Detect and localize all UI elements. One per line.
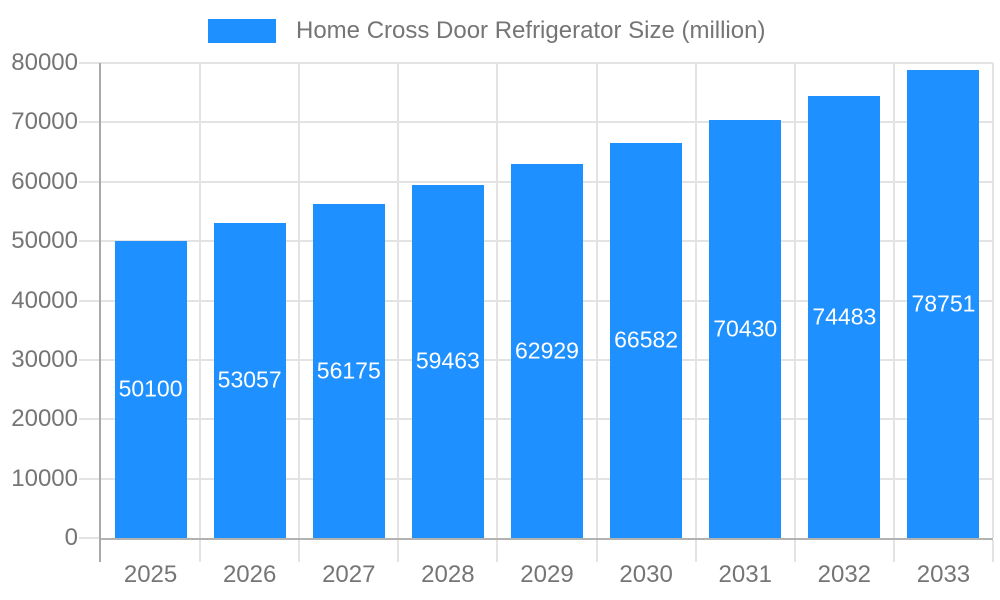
y-axis-tick [79, 62, 101, 64]
y-axis-label: 50000 [11, 227, 78, 255]
x-axis-label: 2028 [421, 561, 475, 588]
x-axis-label: 2027 [322, 561, 376, 588]
x-axis-tick [199, 540, 202, 562]
bar-value-label: 59463 [415, 347, 480, 374]
x-axis-tick [992, 540, 994, 562]
x-axis-tick [496, 540, 499, 562]
v-gridline [496, 63, 499, 538]
v-gridline [298, 63, 301, 538]
legend-label: Home Cross Door Refrigerator Size (milli… [296, 17, 766, 44]
x-axis-line [101, 538, 993, 540]
v-gridline [397, 63, 400, 538]
bar[interactable]: 53057 [213, 222, 286, 538]
x-axis-label: 2026 [222, 561, 277, 588]
bar-value-label: 70430 [713, 315, 778, 342]
y-axis-label: 70000 [11, 108, 78, 136]
bar[interactable]: 70430 [709, 119, 782, 538]
x-axis-label: 2032 [817, 561, 872, 588]
bar[interactable]: 74483 [808, 95, 881, 538]
y-axis-label: 40000 [11, 286, 78, 314]
bar[interactable]: 62929 [511, 164, 583, 538]
x-axis-label: 2031 [718, 561, 772, 588]
bar[interactable]: 56175 [312, 204, 385, 538]
bar-value-label: 78751 [911, 290, 976, 317]
x-axis-label: 2033 [916, 561, 971, 588]
bar-value-label: 56175 [316, 357, 381, 384]
bar-value-label: 66582 [614, 326, 679, 353]
v-gridline [694, 63, 697, 538]
bar[interactable]: 66582 [610, 142, 683, 538]
y-axis-label: 0 [64, 524, 78, 551]
x-axis-tick [793, 540, 796, 562]
y-axis-label: 30000 [11, 345, 78, 373]
y-axis-tick [79, 537, 101, 539]
y-axis-tick [79, 299, 101, 302]
x-axis-tick [298, 540, 301, 562]
bar-value-label: 62929 [515, 337, 579, 364]
y-axis-label: 80000 [11, 49, 78, 76]
bar-value-label: 74483 [812, 303, 877, 330]
y-axis-tick [79, 477, 101, 480]
bar[interactable]: 50100 [114, 240, 187, 538]
h-gridline [101, 62, 993, 64]
y-axis-tick [79, 358, 101, 361]
y-axis-label: 10000 [11, 464, 78, 492]
bar[interactable]: 59463 [411, 184, 484, 538]
v-gridline [892, 63, 895, 538]
legend-swatch-icon [208, 19, 276, 43]
h-gridline [101, 121, 993, 124]
x-axis-label: 2030 [619, 561, 673, 588]
bar[interactable]: 78751 [907, 70, 980, 538]
legend-item[interactable]: Home Cross Door Refrigerator Size (milli… [208, 17, 765, 45]
v-gridline [595, 63, 598, 538]
v-gridline [199, 63, 202, 538]
y-axis-tick [79, 240, 101, 243]
x-axis-tick [595, 540, 598, 562]
y-axis-tick [79, 180, 101, 183]
y-axis-label: 60000 [11, 167, 78, 195]
legend: Home Cross Door Refrigerator Size (milli… [208, 17, 765, 45]
x-axis-label: 2029 [520, 561, 574, 588]
x-axis-tick [694, 540, 697, 562]
x-axis-tick [397, 540, 400, 562]
x-axis-tick [892, 540, 895, 562]
v-gridline [793, 63, 796, 538]
y-axis-label: 20000 [11, 405, 78, 433]
y-axis-tick [79, 121, 101, 124]
bar-value-label: 50100 [118, 375, 183, 402]
v-gridline [992, 63, 994, 538]
y-axis-line [99, 63, 101, 562]
bar-value-label: 53057 [217, 366, 282, 393]
x-axis-label: 2025 [123, 561, 178, 588]
y-axis-tick [79, 418, 101, 421]
